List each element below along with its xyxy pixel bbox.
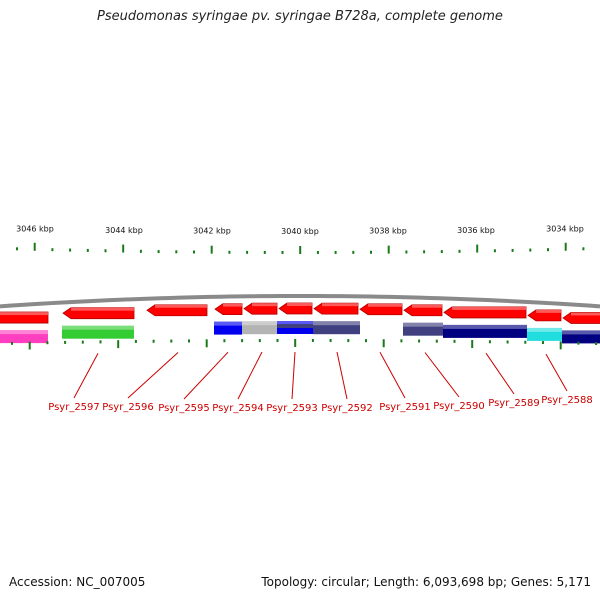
gene-arrow-track bbox=[0, 302, 600, 324]
gene-label: Psyr_2593 bbox=[266, 403, 318, 414]
cog-color-track bbox=[0, 321, 600, 344]
upper-tick-row bbox=[16, 242, 585, 254]
cog-block bbox=[214, 321, 242, 335]
cog-block bbox=[527, 327, 562, 341]
kbp-label: 3038 kbp bbox=[369, 227, 407, 236]
cog-block-highlight bbox=[0, 330, 48, 335]
gene-arrow-highlight bbox=[412, 304, 442, 308]
cog-block-highlight bbox=[277, 321, 313, 325]
leader-line bbox=[291, 351, 296, 400]
genome-stats-text: Topology: circular; Length: 6,093,698 bp… bbox=[261, 575, 591, 589]
gene-label: Psyr_2596 bbox=[102, 402, 154, 413]
gene-label-row: Psyr_2597 Psyr_2596 Psyr_2595 Psyr_2594 Psyr… bbox=[48, 395, 593, 414]
leader-line bbox=[183, 351, 229, 400]
backbone-line bbox=[0, 293, 600, 309]
accession-text: Accession: NC_007005 bbox=[9, 575, 146, 589]
gene-label-leaders bbox=[73, 351, 568, 400]
gene-arrow-highlight bbox=[571, 312, 600, 316]
kbp-label: 3044 kbp bbox=[105, 226, 143, 235]
leader-line bbox=[336, 351, 348, 400]
cog-block-highlight bbox=[62, 325, 134, 330]
gene-label: Psyr_2597 bbox=[48, 402, 100, 413]
cog-block bbox=[62, 325, 134, 339]
gene-label: Psyr_2591 bbox=[379, 402, 431, 413]
cog-block-highlight bbox=[527, 327, 562, 332]
leader-line bbox=[485, 352, 515, 395]
kbp-label: 3040 kbp bbox=[281, 227, 319, 236]
cog-block-highlight bbox=[443, 324, 527, 329]
cog-block bbox=[562, 330, 600, 344]
cog-block-highlight bbox=[403, 322, 443, 327]
kbp-label: 3036 kbp bbox=[457, 226, 495, 235]
gene-arrow-highlight bbox=[223, 303, 242, 307]
gene-label: Psyr_2592 bbox=[321, 403, 373, 414]
cog-block bbox=[403, 322, 443, 336]
genome-title: Pseudomonas syringae pv. syringae B728a,… bbox=[97, 9, 503, 24]
gene-label: Psyr_2595 bbox=[158, 403, 210, 414]
cog-block bbox=[0, 330, 48, 344]
gene-label: Psyr_2590 bbox=[433, 401, 485, 412]
gene-label: Psyr_2594 bbox=[212, 403, 264, 414]
gene-label: Psyr_2589 bbox=[488, 398, 540, 409]
gene-arrow-highlight bbox=[536, 309, 561, 313]
leader-line bbox=[424, 352, 460, 398]
leader-line bbox=[237, 351, 263, 400]
cog-block-highlight bbox=[562, 330, 600, 335]
gene-arrow-highlight bbox=[322, 303, 358, 307]
gene-arrow-highlight bbox=[71, 307, 134, 311]
gene-arrow-highlight bbox=[252, 303, 277, 307]
gene-arrow-highlight bbox=[368, 303, 402, 307]
cog-block-highlight bbox=[214, 321, 242, 326]
cog-block bbox=[443, 324, 527, 338]
gene-arrow-highlight bbox=[287, 303, 312, 307]
cog-block-stripe bbox=[277, 324, 313, 328]
cog-block bbox=[313, 321, 360, 335]
kbp-label: 3034 kbp bbox=[546, 225, 584, 234]
kbp-label-row: 3046 kbp 3044 kbp 3042 kbp 3040 kbp 3038 kbp… bbox=[16, 225, 584, 236]
leader-line bbox=[545, 353, 568, 392]
leader-line bbox=[127, 352, 179, 399]
gene-label: Psyr_2588 bbox=[541, 395, 593, 406]
gene-arrow-highlight bbox=[155, 304, 207, 308]
kbp-label: 3046 kbp bbox=[16, 225, 54, 234]
genome-backbone bbox=[0, 293, 600, 309]
lower-tick-row bbox=[11, 339, 598, 350]
leader-line bbox=[73, 353, 99, 399]
cog-block bbox=[242, 321, 277, 335]
gene-arrow-highlight bbox=[452, 306, 526, 310]
kbp-label: 3042 kbp bbox=[193, 227, 231, 236]
cog-block-highlight bbox=[313, 321, 360, 326]
leader-line bbox=[379, 351, 406, 399]
gene-arrow-highlight bbox=[0, 312, 48, 316]
cog-block-highlight bbox=[242, 321, 277, 326]
